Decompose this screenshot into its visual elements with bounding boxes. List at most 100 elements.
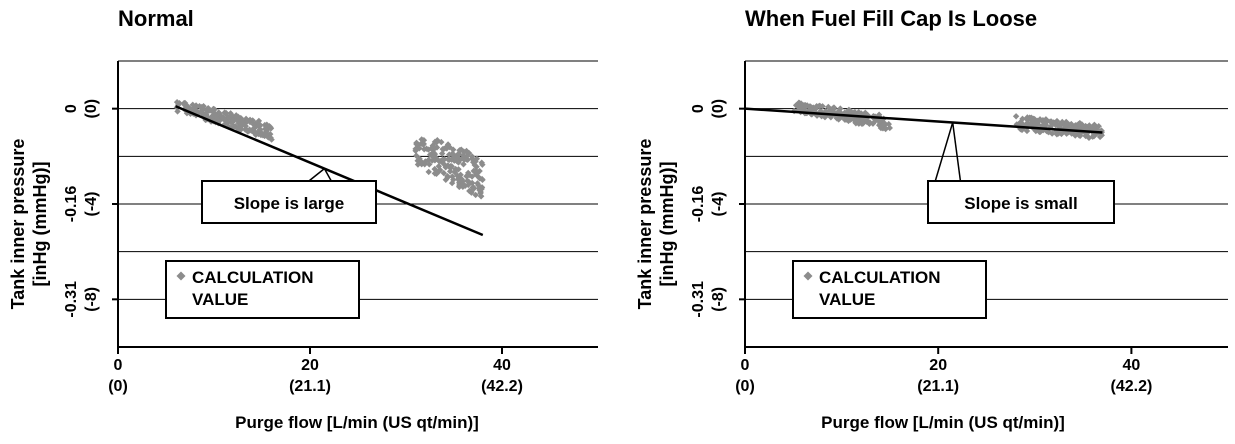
data-point: [418, 161, 425, 168]
trend-line: [175, 105, 484, 237]
data-point: [418, 136, 425, 143]
data-point: [237, 120, 244, 127]
x-tick-sublabel: (42.2): [1111, 378, 1153, 395]
data-point: [446, 156, 453, 163]
data-point: [880, 120, 888, 127]
data-point: [1048, 130, 1056, 137]
data-point: [1032, 127, 1040, 135]
data-point: [261, 125, 269, 133]
x-tick-sublabel: (0): [108, 378, 128, 395]
legend-label: CALCULATION: [819, 268, 941, 287]
data-point: [433, 168, 440, 175]
data-point: [478, 159, 485, 166]
data-point: [425, 156, 432, 163]
data-point: [452, 166, 460, 174]
data-point: [189, 106, 196, 114]
data-point: [420, 140, 427, 147]
data-point: [209, 108, 216, 115]
data-point: [1012, 113, 1020, 120]
scatter-points: [790, 99, 1105, 142]
data-point: [1048, 122, 1055, 129]
data-point: [1077, 132, 1084, 140]
data-point: [464, 177, 471, 184]
data-point: [413, 140, 420, 148]
data-point: [468, 179, 476, 187]
data-point: [860, 115, 867, 122]
x-tick-sublabel: (42.2): [481, 378, 523, 395]
data-point: [229, 117, 237, 124]
data-point: [425, 168, 432, 176]
data-point: [802, 101, 809, 109]
data-point: [200, 111, 207, 118]
data-point: [246, 116, 254, 124]
data-point: [174, 108, 181, 115]
data-point: [442, 164, 449, 171]
data-point: [1098, 127, 1105, 134]
data-point: [453, 157, 460, 165]
data-point: [885, 120, 892, 128]
data-point: [827, 114, 835, 121]
data-point: [435, 157, 443, 165]
data-point: [444, 172, 451, 180]
data-point: [460, 161, 467, 168]
y-axis-title: Tank inner pressure: [8, 139, 28, 310]
chart-title-normal: Normal: [118, 6, 194, 31]
data-point: [256, 126, 264, 133]
data-point: [1095, 123, 1102, 130]
data-point: [850, 116, 858, 123]
data-point: [250, 121, 257, 128]
data-point: [429, 153, 437, 161]
y-tick-sublabel: (0): [710, 99, 727, 119]
y-tick-sublabel: (-8): [83, 287, 100, 312]
data-point: [468, 189, 475, 196]
data-point: [476, 186, 483, 194]
data-point: [435, 163, 443, 170]
data-point: [465, 172, 473, 179]
data-point: [464, 149, 471, 157]
data-point: [246, 127, 253, 134]
data-point: [830, 109, 838, 116]
data-point: [1096, 133, 1104, 141]
data-point: [1091, 123, 1098, 130]
data-point: [193, 107, 200, 114]
x-tick-label: 40: [493, 357, 511, 374]
data-point: [825, 103, 832, 111]
data-point: [1023, 127, 1031, 135]
data-point: [457, 171, 464, 178]
data-point: [478, 175, 486, 183]
y-tick-label: -0.16: [63, 186, 80, 223]
x-tick-sublabel: (0): [735, 378, 755, 395]
y-axis-title-unit: [inHg (mmHg)]: [657, 162, 677, 287]
data-point: [841, 109, 849, 116]
data-point: [1078, 121, 1086, 128]
data-point: [813, 112, 821, 119]
data-point: [221, 109, 228, 116]
data-point: [1057, 122, 1064, 129]
data-point: [457, 147, 464, 154]
data-point: [453, 154, 460, 161]
data-point: [472, 167, 479, 174]
data-point: [1052, 121, 1059, 128]
data-point: [447, 164, 454, 172]
callout-box: [927, 180, 1115, 224]
data-point: [1024, 120, 1031, 128]
callout-text: Slope is small: [964, 194, 1077, 213]
data-point: [463, 153, 471, 160]
data-point: [795, 100, 802, 108]
data-point: [1019, 115, 1026, 123]
data-point: [216, 116, 223, 123]
data-point: [816, 108, 824, 115]
chart-title-loose-cap: When Fuel Fill Cap Is Loose: [745, 6, 1038, 31]
data-point: [421, 146, 428, 153]
data-point: [798, 102, 805, 109]
data-point: [1039, 122, 1047, 129]
data-point: [869, 120, 877, 127]
y-tick-sublabel: (-8): [710, 287, 727, 312]
data-point: [438, 150, 446, 157]
y-tick-sublabel: (-4): [710, 192, 727, 217]
data-point: [862, 109, 869, 117]
y-axis-title-unit: [inHg (mmHg)]: [30, 162, 50, 287]
data-point: [189, 101, 196, 108]
data-point: [1059, 118, 1066, 126]
data-point: [855, 108, 862, 116]
